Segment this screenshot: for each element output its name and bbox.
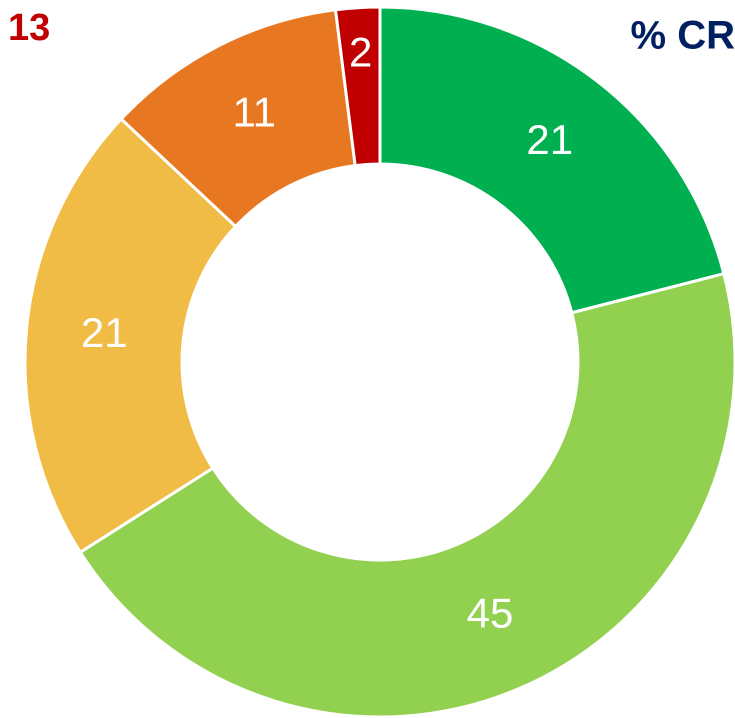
- slice: [378, 5, 726, 315]
- chart-title: % CR: [631, 14, 735, 58]
- data-label: 21: [526, 116, 573, 163]
- data-label: 11: [232, 88, 276, 135]
- slice: [78, 271, 735, 718]
- slice: [333, 5, 382, 168]
- slices: 21 45 21 11 2: [23, 5, 735, 718]
- slice: [23, 116, 238, 555]
- data-label: 45: [467, 589, 514, 636]
- data-label: 21: [81, 309, 128, 356]
- data-label: 2: [349, 29, 372, 76]
- chart-subtitle: 13: [8, 7, 50, 49]
